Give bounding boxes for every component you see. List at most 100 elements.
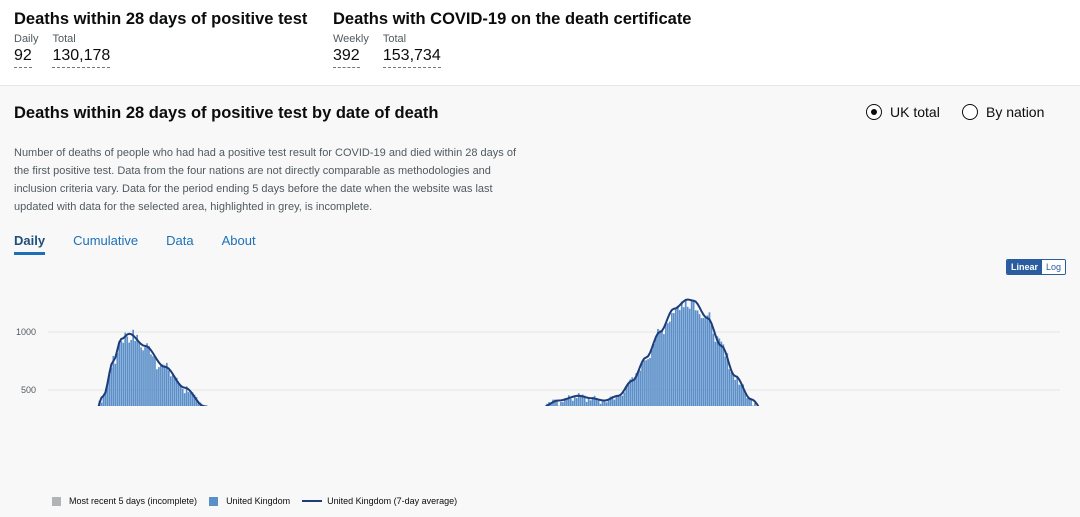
bar [712, 333, 715, 406]
bar [645, 360, 647, 406]
average-line [97, 298, 760, 406]
tab-data[interactable]: Data [166, 233, 194, 248]
bar [169, 376, 172, 406]
bar [130, 339, 133, 406]
radio-label: By nation [986, 104, 1045, 120]
bar [160, 365, 162, 406]
bar [134, 340, 136, 406]
total-label: Total [382, 33, 407, 45]
bar [179, 386, 182, 406]
bar [674, 307, 677, 406]
tab-about[interactable]: About [221, 233, 256, 248]
bar [132, 329, 134, 406]
bar [587, 397, 590, 406]
bar [195, 397, 198, 406]
bar [108, 375, 111, 406]
bar [138, 342, 140, 406]
bar [678, 310, 681, 406]
bar [181, 388, 184, 406]
weekly-value[interactable]: 392 [333, 46, 360, 68]
bar [696, 310, 699, 406]
chart-tabs: Daily Cumulative Data About [14, 233, 284, 255]
bar [122, 342, 125, 406]
bar [607, 400, 610, 406]
bar [597, 400, 600, 406]
bar [556, 401, 558, 406]
bar [672, 313, 675, 406]
bar [102, 396, 105, 406]
bar [619, 395, 622, 406]
daily-value[interactable]: 92 [14, 46, 32, 68]
bar [750, 398, 752, 406]
bar [116, 353, 119, 406]
bar [148, 346, 150, 406]
bar [573, 397, 576, 406]
radio-label: UK total [890, 104, 940, 120]
bar [684, 300, 687, 406]
bar [136, 334, 138, 406]
log-scale-button[interactable]: Log [1042, 260, 1066, 274]
chart-bars [98, 300, 756, 406]
bar [577, 393, 580, 406]
tab-cumulative[interactable]: Cumulative [73, 233, 139, 248]
bar [106, 382, 109, 406]
bar [649, 357, 651, 406]
bar [120, 341, 123, 406]
linear-scale-button[interactable]: Linear [1007, 260, 1043, 274]
deaths-28-days-summary: Deaths within 28 days of positive test D… [14, 10, 307, 68]
bar [550, 403, 552, 406]
radio-unselected-icon [962, 104, 978, 120]
bar [152, 356, 154, 406]
bar [706, 315, 709, 406]
bar [162, 364, 164, 406]
bar [633, 379, 636, 406]
metric-title: Deaths with COVID-19 on the death certif… [333, 10, 692, 28]
chart-svg: 05001000 1 May1 Jul1 Sep1 Nov1 Jan1 Mar1… [16, 298, 1060, 406]
tab-daily[interactable]: Daily [14, 233, 46, 255]
bar [748, 397, 750, 406]
bar [583, 395, 586, 406]
bar [593, 395, 596, 406]
bar [171, 374, 174, 406]
bar [671, 313, 673, 406]
radio-uk-total[interactable]: UK total [866, 104, 940, 120]
scale-toggle: Linear Log [1006, 259, 1067, 275]
bar [682, 307, 685, 406]
bar [562, 402, 564, 406]
bar [653, 343, 655, 406]
card-title: Deaths within 28 days of positive test b… [14, 104, 439, 122]
bar [175, 377, 178, 406]
bar [702, 317, 705, 406]
bar [173, 377, 176, 406]
bar [724, 356, 727, 406]
bar [732, 373, 735, 406]
bar [144, 347, 146, 406]
bar [613, 399, 616, 406]
bar [165, 362, 168, 406]
bar [659, 330, 661, 406]
bar [589, 400, 592, 406]
bar [734, 379, 737, 406]
y-axis-ticks: 05001000 [16, 327, 36, 395]
legend-label: Most recent 5 days (incomplete) [69, 496, 198, 506]
total-value[interactable]: 153,734 [382, 46, 441, 68]
total-value[interactable]: 130,178 [52, 46, 111, 68]
headline-summary: Deaths within 28 days of positive test D… [0, 0, 1080, 86]
bar [625, 387, 628, 406]
bar [126, 336, 129, 406]
bar [740, 384, 742, 406]
chart-card: Deaths within 28 days of positive test b… [0, 86, 1080, 517]
radio-by-nation[interactable]: By nation [962, 104, 1044, 120]
bar [615, 395, 618, 406]
metric-title: Deaths within 28 days of positive test [14, 10, 308, 28]
total-label: Total [52, 33, 76, 45]
bar [716, 336, 719, 406]
bar [154, 356, 156, 406]
bar [690, 300, 693, 406]
bar [708, 312, 711, 406]
bar [694, 310, 697, 406]
bar [641, 363, 643, 406]
bar [140, 347, 142, 406]
bar [197, 402, 200, 406]
bar [603, 400, 606, 406]
